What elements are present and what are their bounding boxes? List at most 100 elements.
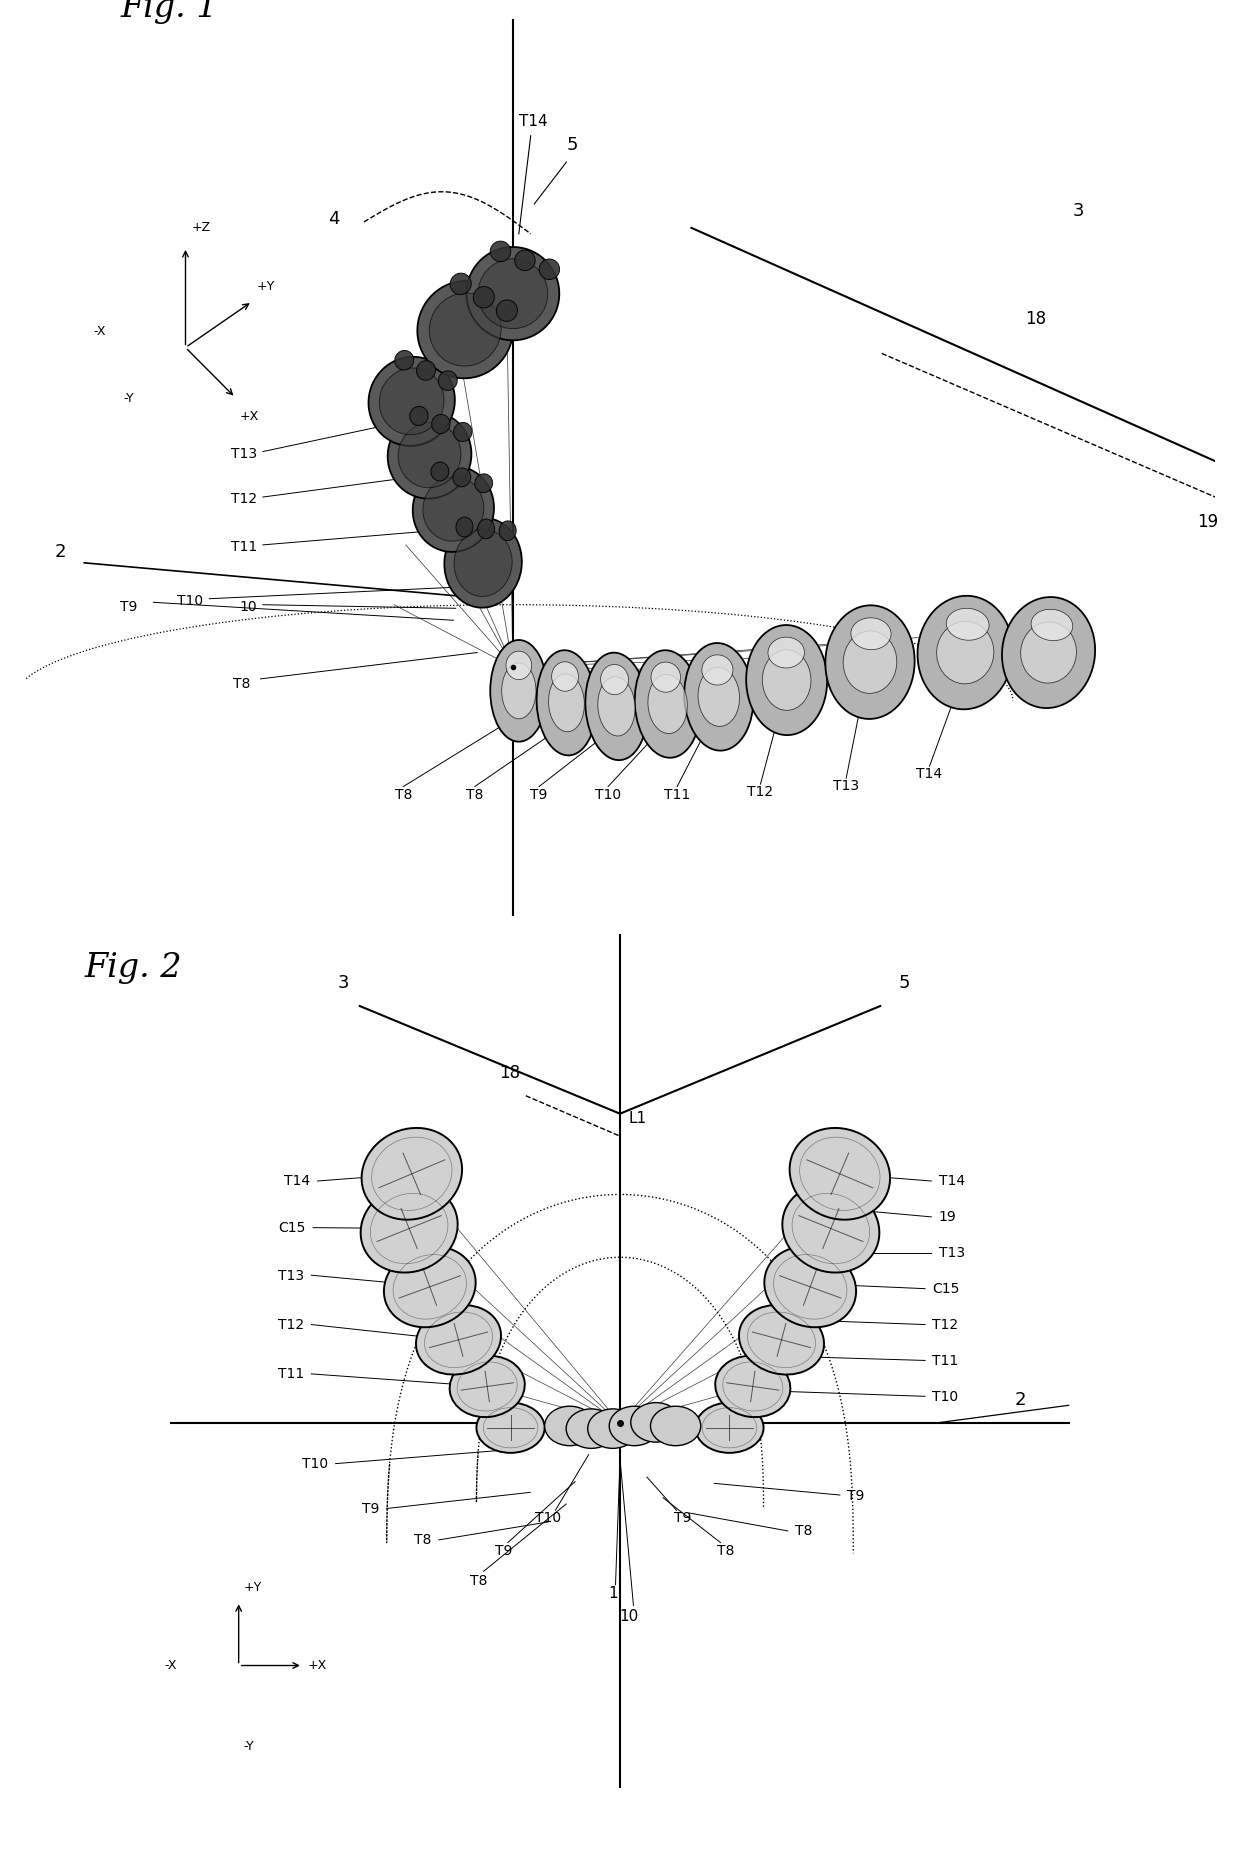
Text: 1: 1 (608, 1585, 618, 1602)
Ellipse shape (415, 1304, 501, 1375)
Text: T9: T9 (495, 1545, 512, 1558)
Ellipse shape (361, 1184, 458, 1273)
Text: 18: 18 (1024, 309, 1045, 327)
Ellipse shape (768, 636, 805, 668)
Ellipse shape (585, 653, 647, 760)
Text: T14: T14 (939, 1175, 965, 1188)
Ellipse shape (739, 1304, 825, 1375)
Ellipse shape (651, 1406, 701, 1445)
Ellipse shape (918, 596, 1013, 709)
Text: L1: L1 (629, 1110, 647, 1125)
Ellipse shape (515, 250, 536, 270)
Ellipse shape (1002, 598, 1095, 709)
Ellipse shape (539, 259, 559, 279)
Ellipse shape (388, 413, 471, 500)
Text: T14: T14 (518, 115, 547, 130)
Ellipse shape (552, 662, 578, 692)
Ellipse shape (1021, 622, 1076, 683)
Text: T11: T11 (278, 1367, 304, 1382)
Ellipse shape (609, 1406, 660, 1445)
Text: T9: T9 (531, 788, 548, 801)
Ellipse shape (450, 274, 471, 294)
Text: T8: T8 (233, 677, 250, 692)
Text: T8: T8 (470, 1574, 487, 1587)
Ellipse shape (790, 1128, 890, 1219)
Text: 10: 10 (619, 1610, 639, 1624)
Text: +X: +X (239, 411, 259, 424)
Ellipse shape (474, 287, 495, 307)
Ellipse shape (368, 357, 455, 446)
Text: 3: 3 (337, 975, 348, 992)
Ellipse shape (438, 370, 458, 390)
Ellipse shape (429, 292, 501, 366)
Text: T8: T8 (466, 788, 484, 801)
Text: T9: T9 (120, 599, 138, 614)
Text: C15: C15 (279, 1221, 306, 1236)
Ellipse shape (631, 1402, 681, 1443)
Text: T8: T8 (414, 1534, 432, 1547)
Text: 19: 19 (939, 1210, 956, 1225)
Ellipse shape (851, 618, 892, 649)
Text: T12: T12 (748, 784, 774, 799)
Ellipse shape (544, 1406, 595, 1445)
Text: T13: T13 (231, 446, 257, 461)
Ellipse shape (502, 662, 536, 720)
Text: T9: T9 (362, 1502, 379, 1515)
Text: T8: T8 (394, 788, 412, 801)
Text: T14: T14 (916, 768, 942, 781)
Text: 5: 5 (567, 137, 578, 154)
Ellipse shape (479, 259, 548, 329)
Ellipse shape (698, 668, 739, 727)
Text: T10: T10 (303, 1458, 329, 1471)
Ellipse shape (600, 664, 629, 694)
Ellipse shape (417, 361, 435, 381)
Text: T13: T13 (833, 779, 859, 794)
Text: T8: T8 (795, 1524, 812, 1539)
Ellipse shape (764, 1247, 856, 1326)
Text: T13: T13 (278, 1269, 304, 1282)
Text: +Y: +Y (257, 279, 274, 292)
Text: T11: T11 (932, 1354, 959, 1367)
Ellipse shape (843, 631, 897, 694)
Text: T10: T10 (932, 1389, 959, 1404)
Ellipse shape (450, 1356, 525, 1417)
Text: Fig. 2: Fig. 2 (84, 953, 182, 984)
Text: T9: T9 (675, 1511, 692, 1524)
Ellipse shape (506, 651, 532, 679)
Text: 18: 18 (498, 1064, 520, 1082)
Ellipse shape (432, 414, 450, 433)
Ellipse shape (466, 248, 559, 340)
Text: T12: T12 (932, 1317, 959, 1332)
Text: T10: T10 (177, 594, 203, 607)
Ellipse shape (379, 368, 444, 435)
Text: T10: T10 (595, 788, 621, 801)
Ellipse shape (453, 468, 471, 487)
Text: 4: 4 (329, 211, 340, 228)
Text: +Y: +Y (243, 1582, 262, 1595)
Ellipse shape (702, 655, 733, 684)
Ellipse shape (490, 240, 511, 261)
Text: C15: C15 (932, 1282, 960, 1297)
Text: -X: -X (94, 326, 107, 339)
Ellipse shape (936, 622, 993, 684)
Text: 2: 2 (1014, 1391, 1027, 1410)
Ellipse shape (477, 520, 495, 538)
Ellipse shape (696, 1402, 764, 1452)
Text: T9: T9 (847, 1489, 864, 1502)
Ellipse shape (548, 673, 584, 733)
Text: +X: +X (308, 1659, 327, 1672)
Ellipse shape (475, 474, 492, 492)
Ellipse shape (456, 518, 472, 536)
Ellipse shape (454, 422, 472, 442)
Ellipse shape (782, 1184, 879, 1273)
Ellipse shape (567, 1410, 616, 1449)
Ellipse shape (715, 1356, 790, 1417)
Text: T11: T11 (663, 788, 691, 801)
Ellipse shape (763, 649, 811, 710)
Ellipse shape (746, 625, 827, 734)
Ellipse shape (432, 462, 449, 481)
Ellipse shape (384, 1247, 476, 1326)
Ellipse shape (413, 466, 494, 551)
Text: T12: T12 (231, 492, 257, 507)
Ellipse shape (684, 644, 754, 751)
